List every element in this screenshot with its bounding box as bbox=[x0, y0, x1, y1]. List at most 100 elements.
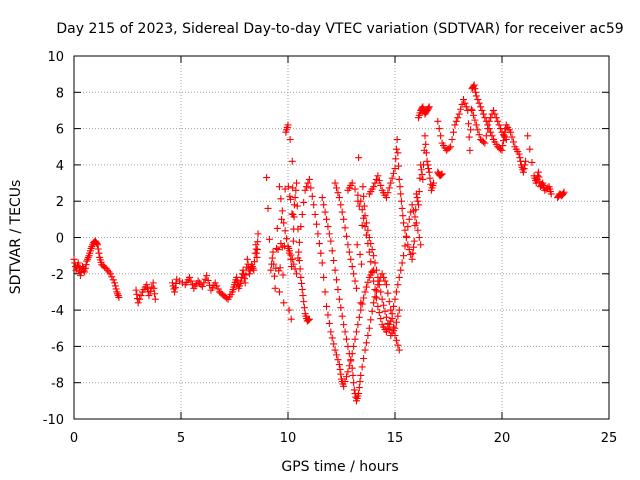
data-point bbox=[459, 96, 467, 104]
data-point bbox=[425, 104, 433, 112]
data-point bbox=[240, 275, 248, 283]
data-point bbox=[295, 238, 303, 246]
data-point bbox=[404, 223, 412, 231]
data-point bbox=[301, 186, 309, 194]
data-point bbox=[345, 248, 353, 256]
data-point bbox=[360, 355, 368, 362]
data-point bbox=[454, 114, 462, 122]
x-axis-label: GPS time / hours bbox=[281, 459, 398, 475]
data-point bbox=[297, 273, 305, 281]
data-point bbox=[371, 179, 379, 187]
data-point bbox=[270, 260, 278, 268]
data-point bbox=[111, 279, 119, 287]
data-point bbox=[361, 288, 369, 296]
data-point bbox=[516, 154, 524, 162]
data-point bbox=[471, 116, 479, 124]
y-tick-label: 6 bbox=[56, 123, 64, 138]
data-point bbox=[391, 165, 399, 173]
data-point bbox=[204, 276, 212, 284]
data-point bbox=[423, 157, 431, 165]
data-point bbox=[392, 145, 400, 153]
data-point bbox=[279, 271, 287, 279]
data-point bbox=[353, 241, 361, 249]
data-point bbox=[304, 316, 312, 324]
data-point bbox=[292, 186, 300, 194]
data-point bbox=[464, 120, 472, 128]
data-point bbox=[466, 146, 474, 154]
data-point bbox=[275, 288, 283, 296]
data-point bbox=[198, 283, 206, 291]
data-point bbox=[361, 346, 369, 354]
data-point bbox=[320, 273, 328, 281]
data-point bbox=[211, 279, 219, 287]
data-point bbox=[143, 281, 151, 289]
data-point bbox=[390, 169, 398, 177]
data-point bbox=[370, 277, 378, 285]
data-point bbox=[325, 319, 333, 327]
data-point bbox=[242, 271, 250, 279]
data-point bbox=[325, 230, 333, 238]
data-point bbox=[111, 282, 119, 290]
data-point bbox=[372, 287, 380, 295]
data-point bbox=[382, 194, 390, 202]
data-point bbox=[356, 250, 364, 258]
data-point bbox=[367, 258, 375, 266]
data-point bbox=[521, 161, 529, 169]
data-point bbox=[375, 309, 383, 317]
data-point bbox=[418, 171, 426, 179]
y-tick-label: -6 bbox=[51, 340, 64, 355]
data-point bbox=[81, 264, 89, 272]
data-point bbox=[273, 224, 281, 232]
data-point bbox=[357, 299, 365, 307]
data-point bbox=[394, 281, 402, 289]
data-point bbox=[298, 286, 306, 294]
data-point bbox=[271, 284, 279, 292]
data-point bbox=[349, 371, 357, 379]
data-point bbox=[359, 183, 367, 191]
data-point bbox=[342, 232, 350, 240]
data-point bbox=[362, 339, 370, 347]
data-point bbox=[377, 315, 385, 323]
data-point bbox=[489, 106, 497, 114]
data-point bbox=[299, 292, 307, 300]
data-point bbox=[417, 166, 425, 174]
data-point bbox=[186, 273, 194, 281]
data-point bbox=[149, 279, 157, 287]
data-point bbox=[499, 142, 507, 150]
data-point bbox=[408, 201, 416, 209]
data-point bbox=[203, 272, 211, 280]
data-point bbox=[495, 121, 503, 129]
data-point bbox=[318, 259, 326, 267]
data-point bbox=[133, 290, 141, 298]
data-point bbox=[424, 161, 432, 169]
data-point bbox=[341, 328, 349, 336]
data-point bbox=[340, 215, 348, 223]
data-point bbox=[507, 128, 515, 136]
x-tick-label: 25 bbox=[601, 431, 618, 446]
data-point bbox=[357, 260, 365, 268]
data-point bbox=[382, 281, 390, 289]
data-point bbox=[84, 255, 92, 263]
data-point bbox=[396, 183, 404, 191]
data-point bbox=[370, 252, 378, 260]
data-point bbox=[293, 270, 301, 278]
data-point bbox=[172, 279, 180, 287]
data-point bbox=[348, 263, 356, 271]
y-tick-label: -8 bbox=[51, 377, 64, 392]
data-point bbox=[438, 170, 446, 178]
data-point bbox=[357, 306, 365, 314]
data-point bbox=[320, 201, 328, 209]
data-point bbox=[409, 249, 417, 257]
data-point bbox=[321, 208, 329, 216]
data-point bbox=[471, 85, 479, 93]
data-point bbox=[150, 284, 158, 292]
data-point bbox=[290, 213, 298, 221]
y-tick-label: 0 bbox=[56, 232, 64, 247]
data-point bbox=[273, 244, 281, 252]
data-point bbox=[375, 177, 383, 185]
data-point bbox=[422, 140, 430, 148]
data-point bbox=[452, 117, 460, 125]
data-point bbox=[385, 184, 393, 192]
data-point bbox=[478, 106, 486, 114]
data-point bbox=[145, 292, 153, 300]
